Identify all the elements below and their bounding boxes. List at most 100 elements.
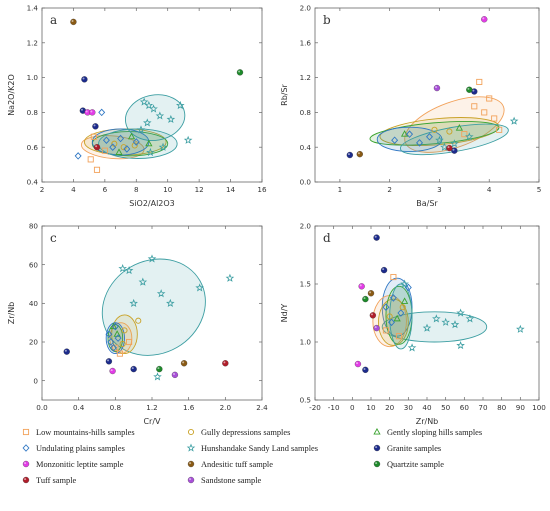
gr-point-highlight	[93, 124, 96, 127]
hs-point	[516, 324, 525, 333]
up-point	[107, 338, 115, 346]
x-tick-label: 2.4	[256, 403, 268, 412]
panel-letter: c	[50, 231, 57, 245]
legend-label-at: Andesitic tuff sample	[201, 460, 273, 469]
hs-point	[144, 100, 154, 110]
gd-point	[431, 126, 438, 133]
hs-point	[124, 265, 134, 275]
lm-point	[486, 95, 493, 102]
x-tick-label: 10	[366, 403, 376, 412]
at-point-highlight	[71, 20, 74, 23]
up-point	[388, 318, 396, 327]
gr-point-highlight	[472, 89, 475, 92]
qz-point-highlight	[363, 297, 366, 300]
point-layer	[70, 18, 244, 173]
gr-point-highlight	[347, 153, 350, 156]
gs-point	[115, 148, 123, 155]
gr-point-highlight	[107, 359, 110, 362]
gs-point	[145, 139, 153, 147]
lm-point	[390, 273, 397, 281]
gd-point	[119, 340, 126, 347]
y-axis-label: Rb/Sr	[280, 83, 289, 105]
gr-point-highlight	[374, 235, 377, 238]
x-tick-label: 50	[441, 403, 451, 412]
hs-point	[465, 314, 475, 323]
tf-point-highlight	[370, 313, 373, 316]
x-axis-label: Zr/Nb	[416, 417, 439, 426]
x-tick-label: 2.0	[220, 403, 232, 412]
qz-point-highlight	[467, 87, 470, 90]
gr-point-highlight	[452, 148, 455, 151]
at-point	[70, 18, 77, 26]
ss-point	[373, 324, 380, 332]
at-point	[356, 151, 363, 158]
hs-point	[149, 104, 158, 113]
hs-point	[175, 100, 185, 110]
x-tick-label: 6	[103, 185, 108, 194]
gs-point	[400, 297, 409, 304]
ml-point	[358, 283, 365, 290]
x-tick-label: 12	[195, 185, 204, 194]
gd-point	[120, 144, 127, 151]
gr-point-highlight	[64, 349, 67, 352]
y-tick-label: 0.6	[27, 143, 39, 152]
hs-point	[225, 273, 235, 282]
tf-point	[222, 360, 229, 367]
up-point	[391, 136, 399, 145]
hs-point	[156, 289, 166, 298]
hs-point	[142, 118, 152, 127]
x-tick-label: 10	[163, 185, 173, 194]
up-point	[98, 108, 106, 117]
y-tick-label: 1.0	[27, 73, 39, 82]
legend-label-lm: Low mountains-hills samples	[36, 428, 135, 437]
tf-point	[446, 144, 453, 152]
up-point	[117, 134, 125, 143]
ss-point	[433, 84, 441, 92]
up-point	[426, 132, 433, 141]
gr-point	[81, 76, 88, 83]
x-tick-label: 60	[460, 403, 470, 412]
point-layer	[63, 254, 235, 381]
up-point	[109, 143, 117, 151]
up-point	[102, 136, 110, 145]
up-point	[132, 138, 140, 146]
x-tick-label: -20	[309, 403, 321, 412]
lm-ellipse	[80, 135, 145, 160]
gs-point	[109, 322, 118, 330]
legend-label-ml: Monzonitic leptite sample	[36, 460, 124, 469]
lm-point	[22, 428, 30, 436]
hs-point	[456, 340, 465, 350]
tf-point-highlight	[95, 145, 98, 148]
lm-point	[496, 126, 503, 133]
ss-point	[187, 476, 195, 484]
panel-a: 2 4 6 8 10 12 14 16 0.4 0.6 0.8 1.0 1.2 1.4 SiO2/Al2O3…	[7, 4, 267, 208]
at-point	[180, 360, 188, 367]
ml-point-highlight	[90, 110, 93, 113]
x-tick-label: 4	[487, 185, 492, 194]
hs-point	[432, 314, 441, 323]
up-point	[114, 334, 122, 342]
x-tick-label: 80	[497, 403, 507, 412]
hs-point	[118, 264, 127, 273]
ml-point-highlight	[110, 369, 113, 372]
lm-point	[87, 156, 94, 163]
y-tick-label: 20	[29, 338, 39, 347]
x-tick-label: 16	[257, 185, 267, 194]
x-tick-label: 100	[532, 403, 546, 412]
panel-c: 0.0 0.4 0.8 1.2 1.6 2.0 2.4 0 20 40 60 80 Cr/V Zr/Nb c	[7, 222, 268, 426]
y-tick-label: 1.4	[27, 4, 39, 13]
qz-point	[466, 86, 473, 93]
x-axis-label: Ba/Sr	[416, 199, 438, 208]
gr-point	[346, 151, 353, 159]
tf-point	[93, 144, 101, 151]
y-tick-label: 0.0	[300, 178, 312, 187]
x-tick-label: 1	[338, 185, 343, 194]
x-tick-label: 0.0	[36, 403, 48, 412]
x-tick-label: 5	[537, 185, 542, 194]
lm-point	[126, 338, 133, 346]
gr-point	[63, 348, 70, 355]
ml-point	[481, 16, 488, 23]
hs-point	[450, 320, 460, 329]
y-tick-label: 0.4	[27, 178, 39, 187]
gd-point	[187, 428, 195, 436]
